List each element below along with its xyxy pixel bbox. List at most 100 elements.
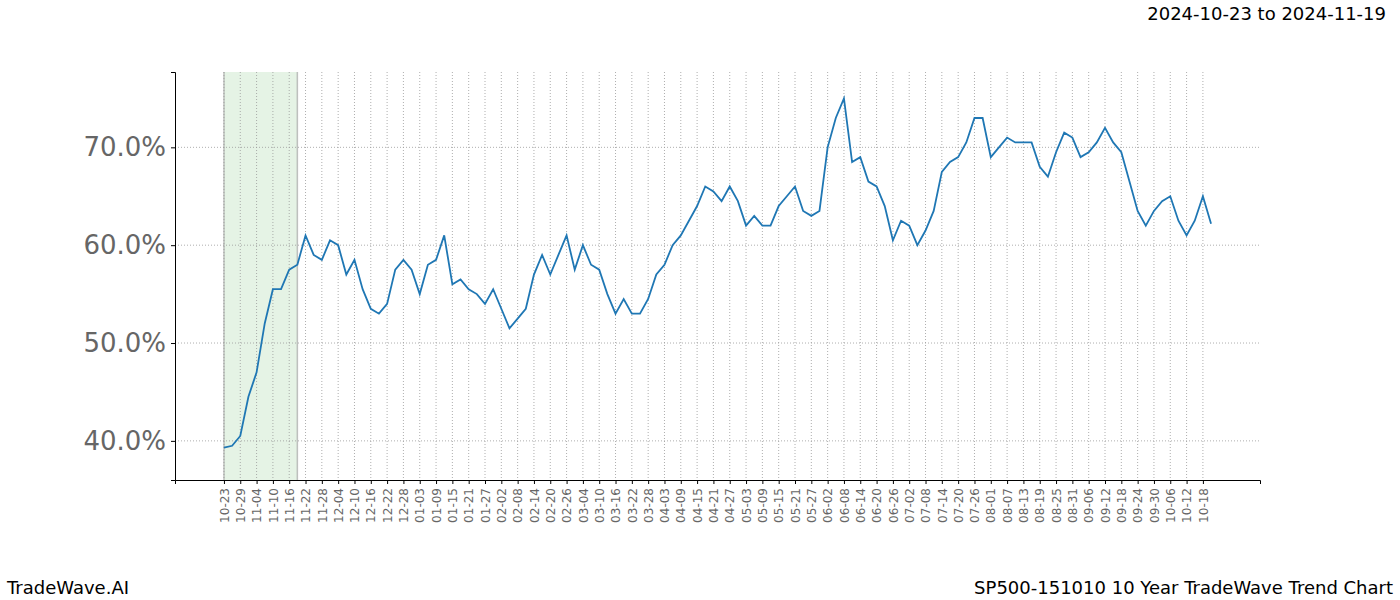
x-tick: 12-04 (332, 480, 346, 523)
x-tick: 03-10 (593, 480, 607, 523)
highlight-edge (297, 72, 299, 480)
x-tick: 03-16 (609, 480, 623, 523)
x-tick: 01-15 (446, 480, 460, 523)
x-grid-line (762, 72, 763, 480)
x-tick-mark (371, 480, 372, 484)
x-tick-label: 10-29 (234, 488, 248, 523)
x-tick-mark (403, 480, 404, 484)
x-tick: 08-19 (1033, 480, 1047, 523)
x-tick-label: 10-18 (1197, 488, 1211, 523)
y-tick-label: 50.0% (83, 328, 166, 358)
x-tick-label: 12-22 (381, 488, 395, 523)
x-tick: 12-10 (348, 480, 362, 523)
x-grid-line (566, 72, 567, 480)
x-grid-line (452, 72, 453, 480)
x-grid-line (272, 72, 273, 480)
x-grid-line (582, 72, 583, 480)
x-tick-label: 08-01 (984, 488, 998, 523)
x-tick-mark (387, 480, 388, 484)
x-tick-mark (452, 480, 453, 484)
x-tick-mark (518, 480, 519, 484)
x-grid-line (1186, 72, 1187, 480)
x-grid-line (909, 72, 910, 480)
x-tick-mark (828, 480, 829, 484)
x-grid-line (941, 72, 942, 480)
y-tick-label: 40.0% (83, 426, 166, 456)
x-tick-mark (648, 480, 649, 484)
x-tick: 07-08 (919, 480, 933, 523)
x-tick-label: 05-15 (772, 488, 786, 523)
x-tick-label: 02-14 (528, 488, 542, 523)
x-tick-mark (877, 480, 878, 484)
x-grid-line (338, 72, 339, 480)
x-tick-label: 01-27 (479, 488, 493, 523)
x-grid-line (664, 72, 665, 480)
x-grid-line (240, 72, 241, 480)
x-grid-line (1007, 72, 1008, 480)
x-tick-mark (926, 480, 927, 484)
x-tick: 08-13 (1017, 480, 1031, 523)
x-tick-label: 10-06 (1164, 488, 1178, 523)
x-tick: 12-22 (381, 480, 395, 523)
y-axis: 40.0%50.0%60.0%70.0% (83, 73, 175, 481)
x-tick-mark (730, 480, 731, 484)
x-tick-mark (811, 480, 812, 484)
x-tick-mark (306, 480, 307, 484)
x-tick: 07-26 (968, 480, 982, 523)
series-group (224, 98, 1211, 447)
x-grid-line (615, 72, 616, 480)
y-grid-line (175, 147, 1260, 148)
x-tick: 04-15 (691, 480, 705, 523)
x-axis: 10-2310-2911-0411-1011-1611-2211-2812-04… (176, 480, 1261, 523)
x-tick: 09-30 (1148, 480, 1162, 523)
y-tick-label: 70.0% (83, 132, 166, 162)
x-tick-mark (991, 480, 992, 484)
x-grid-line (729, 72, 730, 480)
x-tick-label: 12-10 (348, 488, 362, 523)
highlight-edge (223, 72, 225, 480)
x-tick: 05-09 (756, 480, 770, 523)
x-tick-mark (1138, 480, 1139, 484)
x-tick: 08-07 (1001, 480, 1015, 523)
y-tick: 40.0% (83, 426, 175, 456)
x-tick-mark (860, 480, 861, 484)
y-tick-mark (171, 245, 175, 246)
x-tick-label: 09-06 (1082, 488, 1096, 523)
x-grid-line (256, 72, 257, 480)
x-tick-mark (974, 480, 975, 484)
x-tick: 05-21 (789, 480, 803, 523)
x-tick-label: 09-30 (1148, 488, 1162, 523)
x-tick: 07-20 (952, 480, 966, 523)
x-grid-line (1202, 72, 1203, 480)
x-tick: 10-23 (218, 480, 232, 523)
x-grid-line (403, 72, 404, 480)
x-grid-line (1088, 72, 1089, 480)
x-tick: 04-27 (723, 480, 737, 523)
x-tick-mark (322, 480, 323, 484)
x-tick-label: 07-20 (952, 488, 966, 523)
x-tick-mark (289, 480, 290, 484)
x-tick: 10-18 (1197, 480, 1211, 523)
x-grid-line (289, 72, 290, 480)
x-grid-line (517, 72, 518, 480)
x-tick-mark (713, 480, 714, 484)
x-tick: 11-28 (316, 480, 330, 523)
x-grid-line (958, 72, 959, 480)
x-tick-label: 08-19 (1033, 488, 1047, 523)
x-tick-mark (1187, 480, 1188, 484)
x-grid-line (501, 72, 502, 480)
x-tick-label: 09-24 (1131, 488, 1145, 523)
x-grid-line (1105, 72, 1106, 480)
x-grid-line (876, 72, 877, 480)
x-tick: 07-14 (936, 480, 950, 523)
x-tick: 03-04 (577, 480, 591, 523)
x-tick-label: 04-03 (658, 488, 672, 523)
x-grid-line (811, 72, 812, 480)
x-tick-label: 06-20 (870, 488, 884, 523)
y-grid-line (175, 440, 1260, 441)
x-tick-label: 09-18 (1115, 488, 1129, 523)
x-tick-mark (550, 480, 551, 484)
x-tick-label: 04-27 (723, 488, 737, 523)
x-tick-label: 10-23 (218, 488, 232, 523)
x-tick: 06-14 (854, 480, 868, 523)
